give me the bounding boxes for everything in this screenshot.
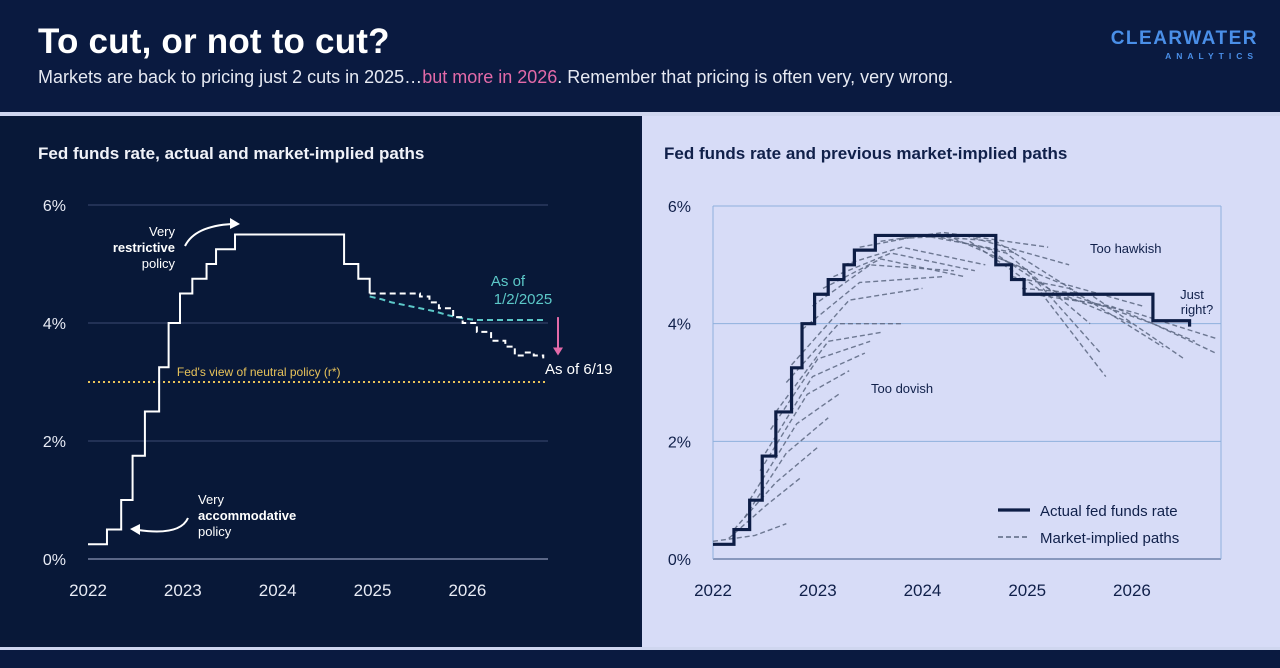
subtitle-text: Markets are back to pricing just 2 cuts … [38, 67, 423, 87]
repricing-arrowhead [553, 347, 563, 356]
y-tick-label: 6% [43, 198, 66, 215]
implied-path [1011, 275, 1164, 348]
implied-path [932, 234, 1091, 325]
footer-bar [0, 647, 1280, 668]
restrictive-arrow [184, 223, 233, 247]
accommodative-label: Very [198, 492, 225, 507]
x-tick-label: 2024 [904, 581, 942, 600]
as-of-jan-label: As of [491, 273, 526, 290]
page-subtitle: Markets are back to pricing just 2 cuts … [38, 67, 953, 88]
accommodative-label: policy [198, 524, 232, 539]
implied-path [743, 417, 829, 519]
restrictive-arrowhead [230, 218, 240, 229]
implied-path [749, 393, 840, 501]
implied-path-jan [369, 295, 544, 322]
accommodative-arrow [137, 517, 189, 533]
x-tick-label: 2022 [694, 581, 732, 600]
x-tick-label: 2024 [259, 581, 297, 600]
y-tick-label: 4% [43, 316, 66, 333]
neutral-label: Fed's view of neutral policy (r*) [177, 365, 341, 379]
legend-actual-label: Actual fed funds rate [1040, 503, 1178, 520]
right-chart-panel: Fed funds rate and previous market-impli… [642, 116, 1280, 647]
y-tick-label: 6% [668, 199, 691, 216]
y-tick-label: 0% [43, 552, 66, 569]
left-chart-title: Fed funds rate, actual and market-implie… [38, 144, 425, 163]
implied-path-jun [369, 292, 545, 359]
implied-path [1000, 258, 1143, 307]
implied-path [859, 234, 1017, 254]
left-chart: 0% 2% 4% 6% 2022 2023 2024 2025 2026 Fed's view o… [43, 198, 613, 600]
accommodative-label: accommodative [198, 508, 296, 523]
implied-path [822, 258, 965, 289]
implied-path [953, 237, 1102, 354]
y-tick-label: 0% [668, 552, 691, 569]
just-right-label: right? [1181, 302, 1214, 317]
too-hawkish-label: Too hawkish [1090, 241, 1162, 256]
x-tick-label: 2023 [164, 581, 202, 600]
just-right-label: Just [1180, 287, 1204, 302]
y-tick-label: 2% [43, 434, 66, 451]
brand-logo: CLEARWATER ANALYTICS [1111, 28, 1258, 61]
logo-subtext: ANALYTICS [1165, 51, 1258, 61]
implied-path [984, 246, 1133, 325]
implied-path [712, 523, 787, 543]
implied-path [764, 352, 866, 454]
restrictive-label: policy [142, 256, 176, 271]
implied-path [775, 331, 881, 413]
y-tick-label: 4% [668, 317, 691, 334]
implied-path [733, 446, 819, 531]
implied-path [728, 476, 803, 539]
actual-rate-line [713, 233, 1192, 546]
x-tick-label: 2022 [69, 581, 107, 600]
legend-implied-label: Market-implied paths [1040, 530, 1179, 547]
header: To cut, or not to cut? Markets are back … [0, 0, 1280, 112]
implied-path [1068, 293, 1217, 354]
restrictive-label: Very [149, 224, 176, 239]
y-tick-label: 2% [668, 434, 691, 451]
page-title: To cut, or not to cut? [38, 22, 390, 61]
implied-path [770, 340, 871, 430]
implied-path [801, 275, 944, 331]
implied-path [791, 287, 923, 366]
implied-path [759, 370, 850, 472]
too-dovish-label: Too dovish [871, 381, 933, 396]
accommodative-arrowhead [130, 524, 140, 535]
implied-path [812, 264, 954, 307]
right-chart: 0% 2% 4% 6% 2022 2023 2024 2025 2026 Too hawkish J… [668, 199, 1222, 600]
x-tick-label: 2023 [799, 581, 837, 600]
implied-path [833, 252, 976, 278]
x-tick-label: 2025 [1008, 581, 1046, 600]
x-tick-label: 2026 [1113, 581, 1151, 600]
logo-wordmark: CLEARWATER [1110, 28, 1258, 49]
as-of-jan-date: 1/2/2025 [494, 291, 552, 308]
implied-path [969, 240, 1107, 378]
implied-path [785, 322, 902, 383]
restrictive-label: restrictive [113, 240, 175, 255]
implied-path [1032, 293, 1196, 342]
subtitle-text-end: . Remember that pricing is often very, v… [557, 67, 954, 87]
implied-path [901, 234, 1070, 266]
left-chart-panel: Fed funds rate, actual and market-implie… [0, 116, 640, 647]
subtitle-highlight: but more in 2026 [422, 67, 558, 87]
actual-rate-line [88, 233, 371, 546]
header-divider [0, 112, 1280, 116]
implied-path [1048, 293, 1216, 340]
right-chart-title: Fed funds rate and previous market-impli… [664, 144, 1068, 163]
as-of-jun-label: As of 6/19 [545, 361, 613, 378]
x-tick-label: 2026 [448, 581, 486, 600]
x-tick-label: 2025 [354, 581, 392, 600]
implied-path [843, 246, 986, 266]
